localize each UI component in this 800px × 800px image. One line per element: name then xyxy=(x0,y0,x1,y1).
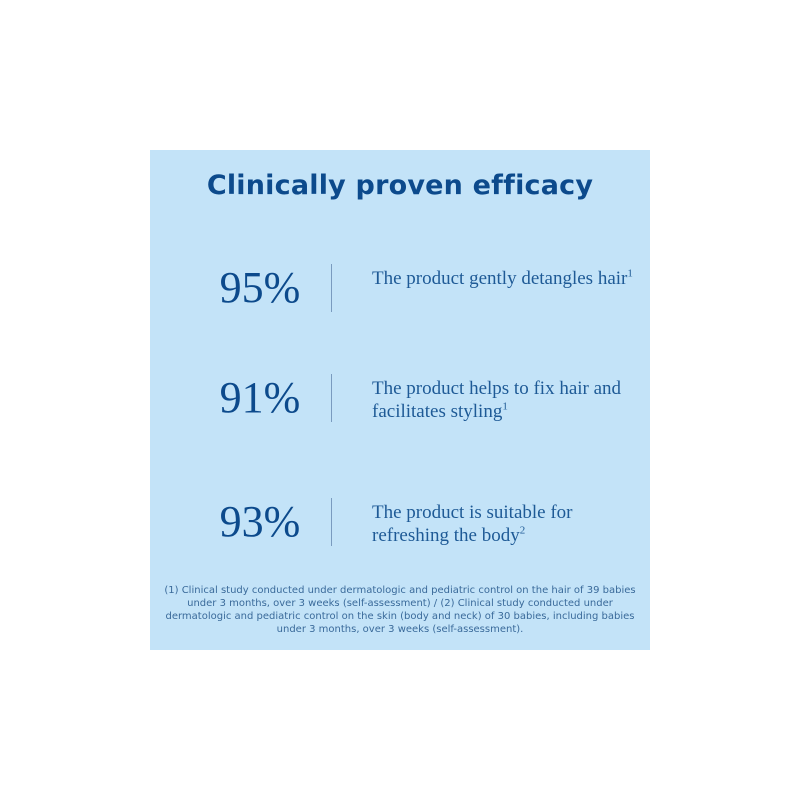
stat-description: The product helps to fix hair and facili… xyxy=(372,377,644,423)
stat-percentage: 91% xyxy=(219,373,301,422)
efficacy-panel: Clinically proven efficacy 95% The produ… xyxy=(150,150,650,650)
stat-row-detangles: 95% The product gently detangles hair1 xyxy=(150,258,650,318)
stat-row-styling: 91% The product helps to fix hair and fa… xyxy=(150,368,650,428)
stat-description-text: The product helps to fix hair and facili… xyxy=(372,378,622,422)
stat-description-text: The product gently detangles hair xyxy=(372,268,628,289)
stat-description-text: The product is suitable for refreshing t… xyxy=(372,502,573,546)
stat-description: The product is suitable for refreshing t… xyxy=(372,501,644,547)
footnote-marker: 1 xyxy=(502,400,508,413)
stat-divider xyxy=(331,264,332,312)
footnote-marker: 1 xyxy=(627,267,633,280)
stat-divider xyxy=(331,374,332,422)
stat-description: The product gently detangles hair1 xyxy=(372,267,644,290)
stat-percentage: 93% xyxy=(219,497,301,546)
footnote-marker: 2 xyxy=(519,524,526,537)
stat-percentage: 95% xyxy=(219,263,301,312)
footnote-text: (1) Clinical study conducted under derma… xyxy=(164,585,636,635)
stat-divider xyxy=(331,498,332,546)
panel-title: Clinically proven efficacy xyxy=(206,170,594,201)
stat-row-refreshing: 93% The product is suitable for refreshi… xyxy=(150,492,650,552)
